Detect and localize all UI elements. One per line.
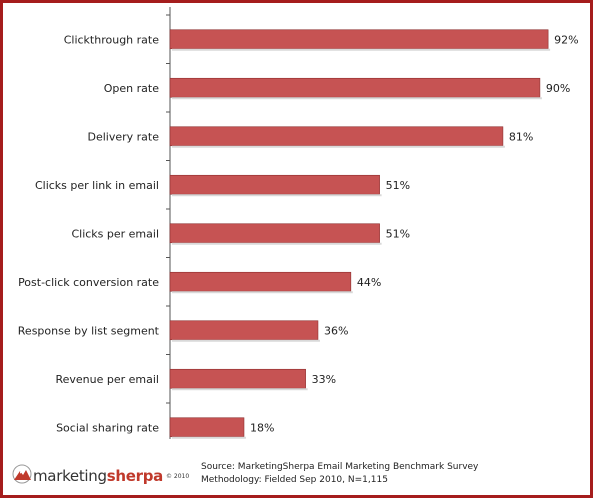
bar bbox=[169, 368, 306, 389]
data-label: 18% bbox=[250, 421, 274, 434]
data-label: 44% bbox=[357, 276, 381, 289]
data-label: 81% bbox=[509, 130, 533, 143]
data-label: 51% bbox=[386, 179, 410, 192]
source-note: Source: MarketingSherpa Email Marketing … bbox=[201, 461, 478, 487]
bar bbox=[169, 174, 380, 195]
mountain-logo-icon bbox=[12, 464, 32, 484]
bar-shadow bbox=[172, 388, 308, 391]
chart-footer: marketing sherpa © 2010 Source: Marketin… bbox=[11, 455, 586, 493]
bar-shadow bbox=[172, 339, 320, 342]
category-label: Response by list segment bbox=[18, 324, 160, 337]
data-label: 33% bbox=[312, 373, 336, 386]
bar-chart: Clickthrough rate 92% Open rate 90% Delivery… bbox=[18, 7, 579, 439]
category-label: Clickthrough rate bbox=[64, 33, 160, 46]
bar-shadow bbox=[172, 145, 505, 148]
bar bbox=[169, 126, 504, 147]
bar bbox=[169, 29, 549, 50]
bar-shadow bbox=[172, 436, 246, 439]
data-label: 90% bbox=[546, 82, 570, 95]
bar-shadow bbox=[172, 291, 353, 294]
category-label: Revenue per email bbox=[55, 373, 159, 386]
category-label: Post-click conversion rate bbox=[18, 276, 159, 289]
bar-shadow bbox=[172, 194, 382, 197]
source-line: Source: MarketingSherpa Email Marketing … bbox=[201, 462, 479, 472]
bar-shadow bbox=[172, 242, 382, 245]
data-label: 92% bbox=[554, 33, 578, 46]
bar-shadow bbox=[172, 48, 551, 51]
logo-text-marketing: marketing bbox=[33, 467, 107, 485]
logo-copyright: © 2010 bbox=[165, 473, 190, 480]
category-label: Delivery rate bbox=[88, 130, 160, 143]
bar bbox=[169, 271, 352, 292]
methodology-line: Methodology: Fielded Sep 2010, N=1,115 bbox=[201, 475, 388, 485]
category-label: Clicks per link in email bbox=[35, 179, 159, 192]
bar-shadow bbox=[172, 97, 542, 100]
category-label: Social sharing rate bbox=[56, 421, 159, 434]
data-label: 36% bbox=[324, 324, 348, 337]
category-label: Clicks per email bbox=[71, 227, 159, 240]
data-label: 51% bbox=[386, 227, 410, 240]
bar bbox=[169, 320, 319, 341]
bar bbox=[169, 77, 541, 98]
category-label: Open rate bbox=[104, 82, 159, 95]
logo-text-sherpa: sherpa bbox=[106, 467, 164, 485]
marketingsherpa-logo: marketing sherpa © 2010 bbox=[11, 463, 189, 485]
bar bbox=[169, 417, 245, 438]
bar bbox=[169, 223, 380, 244]
